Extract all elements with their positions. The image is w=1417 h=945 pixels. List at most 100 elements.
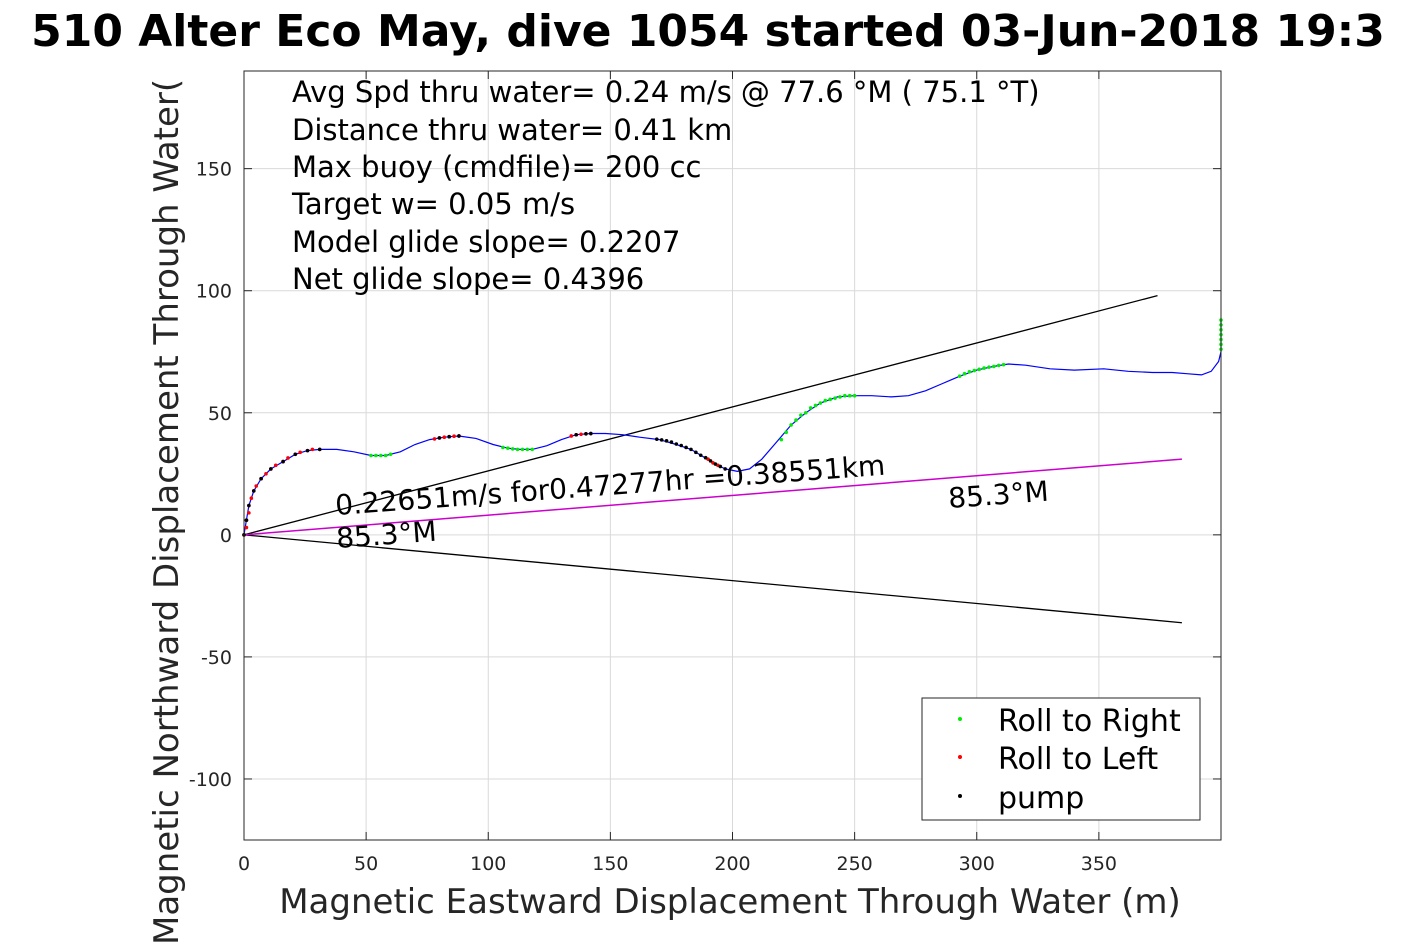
- roll-right-point: [996, 363, 1001, 368]
- pump-point: [447, 434, 451, 439]
- y-tick-label: 50: [208, 403, 232, 425]
- roll-right-point: [383, 453, 388, 458]
- pump-point: [669, 440, 674, 444]
- info-max-buoy: Max buoy (cmdfile)= 200 cc: [292, 150, 701, 184]
- axes-box: [243, 70, 1222, 841]
- roll-right-point: [803, 410, 808, 415]
- heading-end-annotation: 85.3°M: [947, 475, 1050, 515]
- y-tick-label: 0: [220, 525, 232, 547]
- roll-right-point: [388, 452, 393, 457]
- chart-title: 510 Alter Eco May, dive 1054 started 03-…: [31, 6, 1385, 57]
- pump-point: [269, 467, 273, 471]
- roll-right-point: [972, 368, 977, 373]
- axis-ticks: 0 50 100 150 200 250 300 350 -100 -50 0 50 100 150: [189, 71, 1221, 875]
- y-tick-label: 150: [196, 159, 232, 181]
- roll-right-point: [957, 374, 962, 378]
- roll-right-point: [818, 401, 823, 405]
- roll-right-point: [977, 367, 981, 372]
- x-tick-label: 150: [592, 853, 628, 875]
- legend-roll-right-marker: [958, 717, 962, 721]
- y-tick-label: -100: [189, 769, 232, 791]
- pump-point: [457, 434, 461, 438]
- info-target-w: Target w= 0.05 m/s: [291, 187, 575, 221]
- roll-left-point: [579, 432, 583, 437]
- x-tick-label: 50: [354, 853, 378, 875]
- y-axis-label: Magnetic Northward Displacement Through …: [147, 79, 187, 945]
- roll-left-point: [432, 437, 437, 441]
- roll-right-point: [992, 364, 996, 369]
- roll-right-point: [987, 365, 991, 369]
- pump-point: [659, 438, 664, 442]
- pump-point: [723, 467, 727, 471]
- pump-point: [247, 503, 251, 508]
- roll-left-point: [569, 434, 574, 438]
- pump-point: [293, 452, 298, 457]
- roll-left-point: [442, 435, 447, 439]
- pump-point: [584, 431, 588, 436]
- roll-right-point: [779, 437, 784, 442]
- info-net-glide-slope: Net glide slope= 0.4396: [292, 262, 644, 296]
- legend-roll-left-label: Roll to Left: [998, 742, 1158, 777]
- pump-point: [698, 453, 703, 458]
- roll-right-point: [843, 393, 847, 398]
- pump-point: [589, 431, 593, 436]
- x-tick-label: 100: [470, 853, 506, 875]
- info-model-glide-slope: Model glide slope= 0.2207: [292, 225, 680, 259]
- roll-left-point: [273, 463, 278, 468]
- roll-left-point: [310, 447, 315, 452]
- roll-right-point: [967, 369, 972, 374]
- pump-point: [244, 518, 249, 522]
- roll-right-point: [823, 398, 828, 403]
- y-tick-label: 100: [196, 281, 232, 303]
- pump-point: [703, 455, 708, 460]
- roll-right-point: [813, 403, 818, 408]
- y-tick-label: -50: [201, 647, 232, 669]
- roll-right-point: [1001, 362, 1006, 367]
- roll-left-point: [298, 450, 302, 455]
- pump-point: [317, 447, 322, 452]
- heading-line: [243, 458, 1182, 536]
- pump-point: [251, 489, 256, 493]
- roll-right-point: [982, 366, 986, 370]
- pump-point: [713, 462, 718, 466]
- roll-left-point: [452, 434, 456, 439]
- info-text-block: Avg Spd thru water= 0.24 m/s @ 77.6 °M (…: [291, 75, 1040, 296]
- legend-pump-marker: [958, 794, 962, 798]
- roll-right-point: [505, 446, 510, 450]
- roll-left-point: [249, 496, 254, 501]
- x-tick-label: 250: [836, 853, 872, 875]
- roll-right-point: [789, 423, 793, 427]
- roll-right-point: [799, 413, 803, 418]
- pump-point: [281, 459, 285, 464]
- roll-right-point: [374, 453, 378, 458]
- x-tick-label: 300: [959, 853, 995, 875]
- x-axis-label: Magnetic Eastward Displacement Through W…: [279, 882, 1181, 922]
- roll-right-point: [784, 430, 789, 435]
- pump-point: [689, 447, 693, 452]
- pump-point: [718, 464, 723, 469]
- info-avg-speed: Avg Spd thru water= 0.24 m/s @ 77.6 °M (…: [292, 75, 1040, 109]
- pump-point: [708, 459, 713, 463]
- roll-right-point: [833, 396, 837, 400]
- x-tick-label: 350: [1081, 853, 1117, 875]
- pump-point: [679, 443, 684, 448]
- roll-right-point: [525, 447, 530, 452]
- legend: Roll to Right Roll to Left pump: [921, 697, 1201, 821]
- x-tick-label: 0: [238, 853, 250, 875]
- roll-right-point: [962, 371, 967, 376]
- lower-envelope-line: [243, 534, 1182, 624]
- roll-right-point: [510, 447, 515, 451]
- roll-left-point: [264, 472, 268, 476]
- roll-left-point: [286, 456, 290, 460]
- roll-right-point: [828, 397, 832, 402]
- pump-point: [694, 450, 698, 455]
- pump-point: [305, 448, 310, 453]
- roll-right-point: [369, 453, 373, 458]
- legend-roll-left-marker: [958, 755, 962, 759]
- grid-lines: [243, 71, 1221, 840]
- roll-right-point: [515, 447, 520, 452]
- legend-roll-right-label: Roll to Right: [998, 704, 1181, 739]
- upper-envelope-line: [243, 294, 1158, 536]
- heading-start-annotation: 85.3°M: [335, 515, 438, 555]
